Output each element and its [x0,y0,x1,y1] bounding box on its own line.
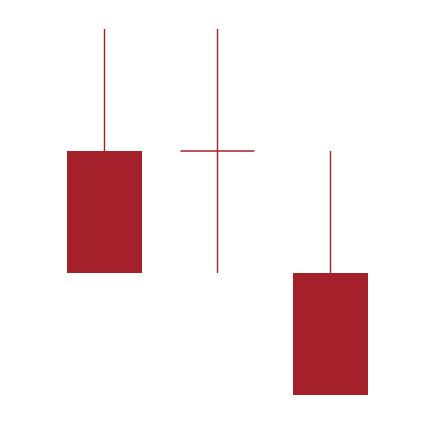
candle-1-body [67,151,142,273]
candle-3-body [293,273,368,395]
candle-2 [180,29,255,273]
candle-1 [67,29,142,273]
candle-3 [293,151,368,395]
